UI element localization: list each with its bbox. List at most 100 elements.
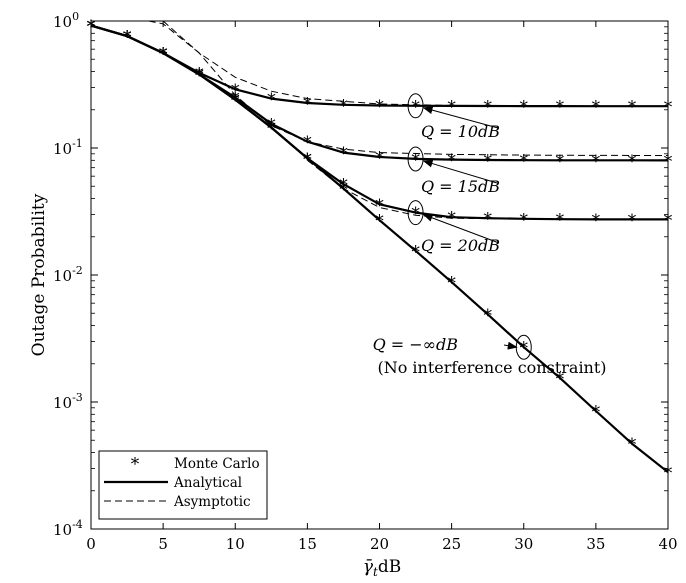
monte-carlo-marker: * (231, 89, 240, 109)
monte-carlo-marker: * (628, 211, 637, 231)
annotations-layer: Q = 10dB Q = 15dB Q = 20dB Q = −∞dB (No inte… (373, 93, 607, 377)
monte-carlo-marker: * (411, 242, 420, 262)
highlight-ellipse (407, 93, 424, 119)
monte-carlo-marker: * (159, 44, 168, 64)
y-tick-base: 10 (53, 394, 72, 412)
y-tick-base: 10 (53, 267, 72, 285)
curves-layer (90, 20, 669, 474)
x-axis-subscript: t (373, 565, 378, 579)
monte-carlo-marker: * (375, 196, 384, 216)
annotation-label: Q = 15dB (421, 177, 500, 196)
monte-carlo-marker: * (303, 150, 312, 170)
x-tick-label: 25 (442, 535, 461, 553)
y-tick-base: 10 (53, 521, 72, 539)
monte-carlo-marker: * (159, 44, 168, 64)
legend: * Monte Carlo Analytical Asymptotic (98, 450, 268, 520)
x-axis-unit: dB (378, 557, 401, 577)
y-tick-exponent: -4 (72, 518, 83, 531)
monte-carlo-marker: * (195, 66, 204, 86)
monte-carlo-marker: * (592, 152, 601, 172)
monte-carlo-marker: * (375, 212, 384, 232)
monte-carlo-marker: * (231, 81, 240, 101)
monte-carlo-marker: * (628, 98, 637, 118)
annotation-label: Q = −∞dB (373, 335, 459, 354)
monte-carlo-marker: * (483, 98, 492, 118)
legend-label: Monte Carlo (174, 456, 260, 472)
annotation-label: Q = 10dB (421, 122, 500, 141)
y-tick-label: 10-2 (53, 264, 83, 285)
x-axis-gamma: γ̄ (363, 557, 374, 577)
monte-carlo-marker: * (195, 66, 204, 86)
monte-carlo-marker: * (339, 144, 348, 164)
legend-marker-sample: * (131, 455, 140, 475)
y-tick-base: 10 (53, 13, 72, 31)
x-tick-label: 35 (586, 535, 605, 553)
x-tick-label: 40 (658, 535, 677, 553)
analytical-line-3 (90, 24, 669, 474)
monte-carlo-marker: * (123, 28, 132, 48)
x-tick-label: 0 (86, 535, 96, 553)
monte-carlo-marker: * (375, 97, 384, 117)
monte-carlo-marker: * (339, 96, 348, 116)
monte-carlo-marker: * (592, 98, 601, 118)
monte-carlo-marker: * (483, 210, 492, 230)
x-tick-label: 5 (158, 535, 168, 553)
monte-carlo-marker: * (447, 209, 456, 229)
y-tick-exponent: -1 (72, 137, 83, 150)
annotation-arrow (422, 106, 499, 129)
monte-carlo-marker: * (447, 274, 456, 294)
monte-carlo-marker: * (375, 148, 384, 168)
monte-carlo-marker: * (411, 97, 420, 117)
monte-carlo-marker: * (483, 306, 492, 326)
x-tick-label: 30 (514, 535, 533, 553)
monte-carlo-marker: * (303, 133, 312, 153)
monte-carlo-marker: * (520, 339, 529, 359)
x-axis-title: γ̄tdB (363, 557, 401, 579)
x-tick-label: 10 (226, 535, 245, 553)
y-tick-exponent: 0 (72, 10, 79, 23)
monte-carlo-marker: * (556, 369, 565, 389)
highlight-ellipse (407, 146, 424, 172)
monte-carlo-marker: * (664, 211, 673, 231)
monte-carlo-marker: * (592, 211, 601, 231)
monte-carlo-marker: * (520, 152, 529, 172)
monte-carlo-marker: * (447, 97, 456, 117)
monte-carlo-marker: * (520, 98, 529, 118)
monte-carlo-marker: * (339, 180, 348, 200)
monte-carlo-marker: * (483, 151, 492, 171)
monte-carlo-marker: * (628, 152, 637, 172)
annotation-arrow (422, 214, 500, 244)
y-tick-exponent: -3 (72, 391, 83, 404)
x-tick-label: 20 (370, 535, 389, 553)
y-axis-title: Outage Probability (29, 193, 49, 356)
monte-carlo-marker: * (664, 464, 673, 484)
monte-carlo-marker: * (159, 44, 168, 64)
monte-carlo-marker: * (411, 204, 420, 224)
monte-carlo-marker: * (267, 119, 276, 139)
monte-carlo-marker: * (592, 402, 601, 422)
monte-carlo-marker: * (556, 152, 565, 172)
monte-carlo-marker: * (303, 150, 312, 170)
monte-carlo-marker: * (123, 28, 132, 48)
markers-layer: **** * * * * * * * * * * * ******** * * * * * * * * *********… (87, 17, 673, 484)
monte-carlo-marker: * (231, 91, 240, 111)
monte-carlo-marker: * (123, 28, 132, 48)
monte-carlo-marker: * (411, 150, 420, 170)
monte-carlo-marker: * (556, 211, 565, 231)
y-tick-label: 10-3 (53, 391, 83, 412)
x-tick-label: 15 (298, 535, 317, 553)
monte-carlo-marker: * (195, 64, 204, 84)
y-tick-label: 10-1 (53, 137, 83, 158)
monte-carlo-marker: * (303, 95, 312, 115)
analytical-line-1 (90, 24, 669, 162)
monte-carlo-marker: * (339, 176, 348, 196)
highlight-ellipse (407, 200, 424, 226)
monte-carlo-marker: * (231, 91, 240, 111)
legend-box (98, 450, 268, 520)
y-tick-label: 100 (53, 10, 79, 31)
legend-label: Asymptotic (173, 494, 251, 510)
monte-carlo-marker: * (267, 90, 276, 110)
legend-label: Analytical (173, 475, 242, 491)
y-tick-base: 10 (53, 140, 72, 158)
